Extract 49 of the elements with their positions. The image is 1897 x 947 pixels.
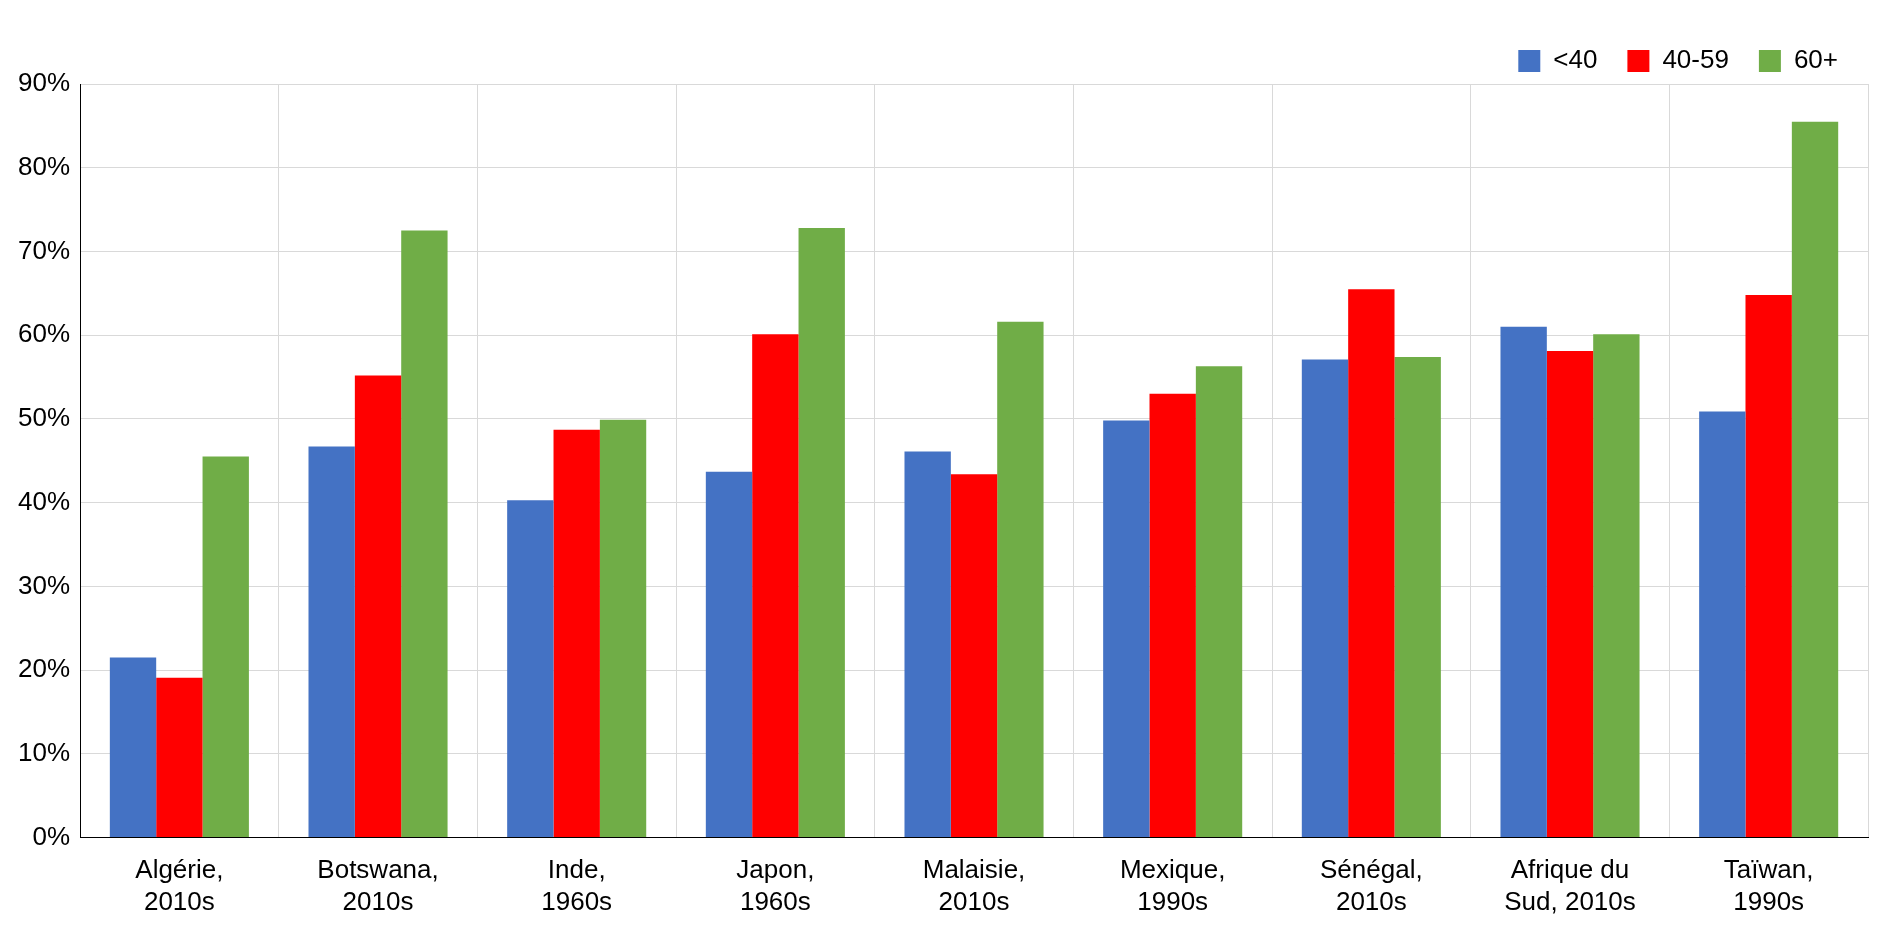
bar: [109, 657, 157, 838]
y-tick-label: 80%: [17, 150, 71, 181]
legend-label: 40-59: [1662, 44, 1729, 75]
bar: [1593, 334, 1640, 838]
bar: [950, 474, 998, 838]
bar: [599, 419, 647, 838]
bar: [1699, 411, 1746, 838]
bar: [156, 677, 203, 838]
y-tick-label: 40%: [17, 485, 71, 516]
x-tick-label: Inde, 1960s: [541, 854, 613, 916]
y-tick-label: 70%: [17, 234, 71, 265]
bar: [507, 500, 554, 838]
y-tick-label: 30%: [17, 569, 71, 600]
x-tick-label: Mexique, 1990s: [1119, 854, 1226, 916]
x-tick-label: Taïwan, 1990s: [1723, 854, 1814, 916]
x-tick-label: Japon, 1960s: [736, 854, 815, 916]
y-tick-label: 50%: [17, 402, 71, 433]
bar: [1546, 351, 1594, 838]
bar: [1149, 393, 1196, 838]
legend-label: 60+: [1793, 44, 1839, 75]
bar: [202, 456, 249, 838]
bar: [752, 334, 799, 838]
bar: [997, 321, 1044, 838]
bar: [1500, 326, 1547, 838]
bar: [401, 230, 448, 838]
bar: [1301, 359, 1349, 838]
y-tick-label: 60%: [17, 318, 71, 349]
y-tick-label: 10%: [17, 737, 71, 768]
legend-label: <40: [1553, 44, 1598, 75]
bar: [553, 429, 600, 838]
x-tick-label: Afrique du Sud, 2010s: [1504, 854, 1636, 916]
bar: [308, 446, 355, 838]
bar: [1745, 295, 1792, 838]
x-tick-label: Sénégal, 2010s: [1320, 854, 1423, 916]
bar: [1791, 121, 1839, 838]
bar: [705, 471, 753, 838]
bar: [1348, 289, 1395, 838]
x-tick-label: Botswana, 2010s: [317, 854, 439, 916]
bar: [904, 451, 951, 838]
bar: [1195, 366, 1243, 838]
bar: [798, 228, 845, 838]
bar: [354, 375, 402, 838]
y-tick-label: 90%: [17, 67, 71, 98]
x-tick-label: Algérie, 2010s: [135, 854, 224, 916]
x-tick-label: Malaisie, 2010s: [922, 854, 1026, 916]
bar: [1103, 420, 1150, 838]
bar: [1394, 356, 1441, 838]
y-tick-label: 20%: [17, 653, 71, 684]
y-tick-label: 0%: [32, 820, 71, 851]
